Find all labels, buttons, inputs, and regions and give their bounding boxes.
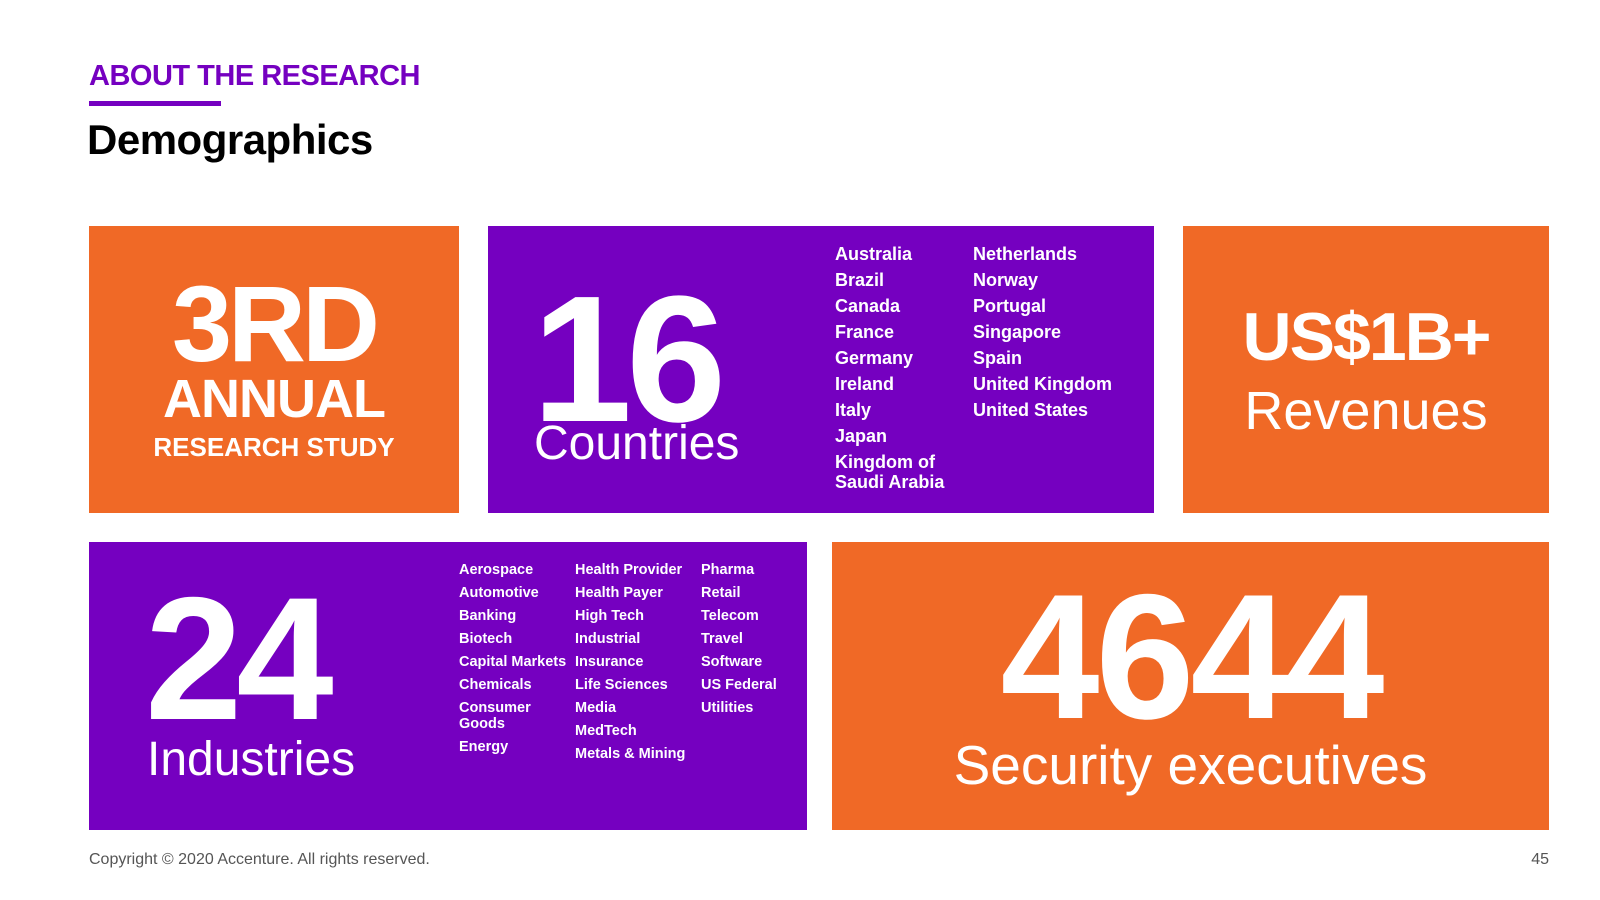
- eyebrow-heading: ABOUT THE RESEARCH: [89, 60, 420, 92]
- countries-tile: 16 Countries Australia Brazil Canada France…: [488, 226, 1154, 513]
- country-item: Ireland: [835, 374, 895, 394]
- industry-item: US Federal: [701, 677, 777, 693]
- industries-tile: 24 Industries Aerospace Automotive Banking…: [89, 542, 807, 830]
- industry-item: Travel: [701, 631, 743, 647]
- country-item: Australia: [835, 244, 913, 264]
- industry-item: Energy: [459, 739, 509, 755]
- country-item: Kingdom of Saudi Arabia: [835, 452, 945, 492]
- industries-list-column-1: Aerospace Automotive Banking Biotech Capital…: [459, 562, 567, 762]
- study-type-label: RESEARCH STUDY: [153, 432, 395, 462]
- countries-list-column-1: Australia Brazil Canada France Germany Irelan…: [835, 244, 965, 498]
- country-item: Spain: [973, 348, 1023, 368]
- industry-item: Software: [701, 654, 763, 670]
- industry-item: Automotive: [459, 585, 539, 601]
- country-item: Germany: [835, 348, 914, 368]
- country-item: United Kingdom: [973, 374, 1112, 394]
- revenue-value: US$1B+: [1242, 299, 1492, 375]
- country-item: Italy: [835, 400, 872, 420]
- countries-list-column-2: Netherlands Norway Portugal Singapore Spain U…: [973, 244, 1143, 426]
- study-ordinal: 3RD: [171, 263, 380, 384]
- industry-item: Retail: [701, 585, 741, 601]
- revenue-label: Revenues: [1244, 381, 1488, 441]
- industry-item: Industrial: [575, 631, 641, 647]
- industry-item: Banking: [459, 608, 517, 624]
- country-item: Norway: [973, 270, 1039, 290]
- industry-item: Media: [575, 700, 617, 716]
- revenue-tile: US$1B+ Revenues: [1183, 226, 1549, 513]
- industry-item: Biotech: [459, 631, 513, 647]
- industry-item: Life Sciences: [575, 677, 668, 693]
- industry-item: Consumer Goods: [459, 700, 531, 732]
- executives-label: Security executives: [953, 734, 1428, 796]
- country-item: Portugal: [973, 296, 1047, 316]
- industry-item: High Tech: [575, 608, 645, 624]
- eyebrow-underline: [89, 101, 221, 106]
- industry-item: Telecom: [701, 608, 759, 624]
- copyright-notice: Copyright © 2020 Accenture. All rights r…: [89, 851, 430, 868]
- industry-item: Utilities: [701, 700, 754, 716]
- page-number: 45: [1531, 851, 1549, 868]
- executives-tile: 4644 Security executives: [832, 542, 1549, 830]
- industries-count: 24: [145, 562, 334, 757]
- industry-item: Health Provider: [575, 562, 683, 578]
- industry-item: Metals & Mining: [575, 746, 686, 762]
- country-item: Singapore: [973, 322, 1062, 342]
- country-item: Japan: [835, 426, 888, 446]
- industry-item: Aerospace: [459, 562, 534, 578]
- industry-item: Pharma: [701, 562, 755, 578]
- countries-count: 16: [532, 259, 726, 460]
- country-item: France: [835, 322, 895, 342]
- country-item: Canada: [835, 296, 901, 316]
- annual-study-tile: 3RD ANNUAL RESEARCH STUDY: [89, 226, 459, 513]
- industry-item: Health Payer: [575, 585, 663, 601]
- industry-item: MedTech: [575, 723, 637, 739]
- countries-label: Countries: [534, 417, 740, 470]
- industries-label: Industries: [147, 733, 356, 786]
- executives-count: 4644: [1000, 557, 1385, 756]
- study-annual-label: ANNUAL: [163, 369, 386, 429]
- country-item: Netherlands: [973, 244, 1078, 264]
- industry-item: Capital Markets: [459, 654, 567, 670]
- country-item: United States: [973, 400, 1089, 420]
- industries-list-column-2: Health Provider Health Payer High Tech Indu…: [575, 562, 690, 769]
- industry-item: Chemicals: [459, 677, 532, 693]
- country-item: Brazil: [835, 270, 885, 290]
- industries-list-column-3: Pharma Retail Telecom Travel Software US Fede…: [701, 562, 801, 723]
- page-title: Demographics: [87, 116, 373, 163]
- industry-item: Insurance: [575, 654, 644, 670]
